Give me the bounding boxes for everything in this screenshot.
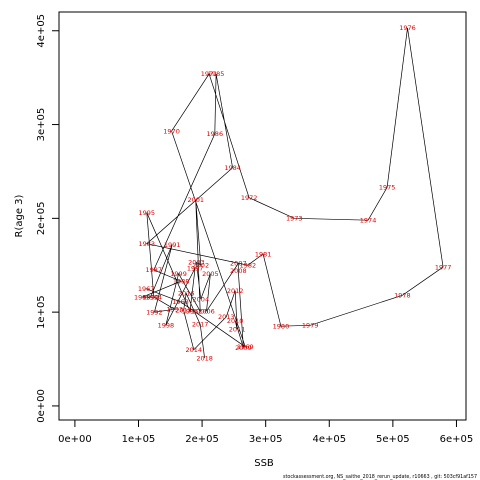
y-tick-label: 3e+05	[36, 108, 47, 142]
year-label-1998: 1998	[158, 322, 175, 330]
year-label-1972: 1972	[241, 194, 258, 202]
year-label-2013: 2013	[218, 313, 235, 321]
year-label-1982: 1982	[240, 262, 257, 270]
x-tick-label: 3e+05	[249, 434, 283, 445]
year-label-1986: 1986	[207, 130, 224, 138]
x-tick-label: 4e+05	[312, 434, 346, 445]
year-label-2004: 2004	[193, 295, 210, 303]
y-tick-label: 1e+05	[36, 295, 47, 329]
x-tick-label: 5e+05	[376, 434, 410, 445]
year-label-1988: 1988	[173, 277, 190, 285]
year-label-2008: 2008	[230, 267, 247, 275]
year-label-1991: 1991	[164, 241, 181, 249]
year-label-2016: 2016	[178, 290, 195, 298]
footer-note: stockassessment.org, NS_saithe_2018_reru…	[283, 474, 477, 480]
year-label-2002: 2002	[193, 262, 210, 270]
x-tick-label: 6e+05	[440, 434, 474, 445]
year-label-2005: 2005	[202, 270, 219, 278]
year-label-1973: 1973	[286, 215, 303, 223]
year-label-2017: 2017	[192, 321, 209, 329]
year-label-1967: 1967	[138, 285, 155, 293]
year-label-1989: 1989	[134, 293, 151, 301]
series-path	[142, 27, 444, 359]
year-label-1993: 1993	[166, 306, 183, 314]
year-label-1997: 1997	[187, 264, 204, 272]
year-label-1975: 1975	[379, 184, 396, 192]
year-label-1968: 1968	[172, 298, 189, 306]
year-label-1979: 1979	[302, 322, 319, 330]
year-label-1996: 1996	[182, 308, 199, 316]
year-label-1984: 1984	[224, 164, 241, 172]
x-tick-label: 1e+05	[122, 434, 156, 445]
year-label-1999: 1999	[170, 270, 187, 278]
y-tick-label: 4e+05	[36, 14, 47, 48]
y-axis-title: R(age 3)	[14, 194, 25, 237]
year-label-2012: 2012	[227, 287, 244, 295]
year-label-2010: 2010	[227, 317, 244, 325]
year-label-1980: 1980	[273, 323, 290, 331]
year-label-2001: 2001	[187, 196, 204, 204]
year-label-1994: 1994	[145, 293, 162, 301]
y-axis: 0e+00 1e+05 2e+05 3e+05 4e+05	[36, 14, 60, 423]
x-axis-title: SSB	[254, 458, 274, 469]
x-tick-label: 2e+05	[185, 434, 219, 445]
series-line	[142, 27, 444, 359]
year-label-2000: 2000	[192, 308, 209, 316]
year-label-2015: 2015	[175, 307, 192, 315]
year-label-1992: 1992	[146, 308, 163, 316]
year-label-1976: 1976	[399, 24, 416, 32]
plot-area-frame	[58, 11, 467, 421]
x-tick-label: 0e+00	[58, 434, 92, 445]
year-label-2007: 2007	[230, 260, 247, 268]
year-label-2014: 2014	[186, 346, 203, 354]
year-label-1971: 1971	[201, 70, 218, 78]
year-label-1987: 1987	[145, 266, 162, 274]
year-label-2003: 2003	[188, 259, 205, 267]
y-tick-label: 0e+00	[36, 389, 47, 423]
year-label-1990: 1990	[142, 293, 159, 301]
y-tick-label: 2e+05	[36, 202, 47, 236]
year-label-1970: 1970	[163, 127, 180, 135]
year-label-1981: 1981	[255, 250, 272, 258]
year-label-2006: 2006	[198, 308, 215, 316]
x-axis: 0e+00 1e+05 2e+05 3e+05 4e+05 5e+05 6e+05	[58, 419, 474, 445]
year-label-1995: 1995	[138, 209, 155, 217]
year-label-1977: 1977	[435, 263, 452, 271]
year-label-1985: 1985	[208, 70, 225, 78]
year-label-1969: 1969	[237, 343, 254, 351]
year-label-2018: 2018	[196, 354, 213, 362]
year-label-1983: 1983	[138, 240, 155, 248]
year-label-2011: 2011	[229, 325, 246, 333]
year-label-1974: 1974	[360, 217, 377, 225]
point-labels: 1967 1968 1969 1970 1971 1972 1973 1974 1975 1976…	[134, 24, 451, 362]
year-label-1978: 1978	[394, 292, 411, 300]
year-label-2009: 2009	[235, 344, 252, 352]
